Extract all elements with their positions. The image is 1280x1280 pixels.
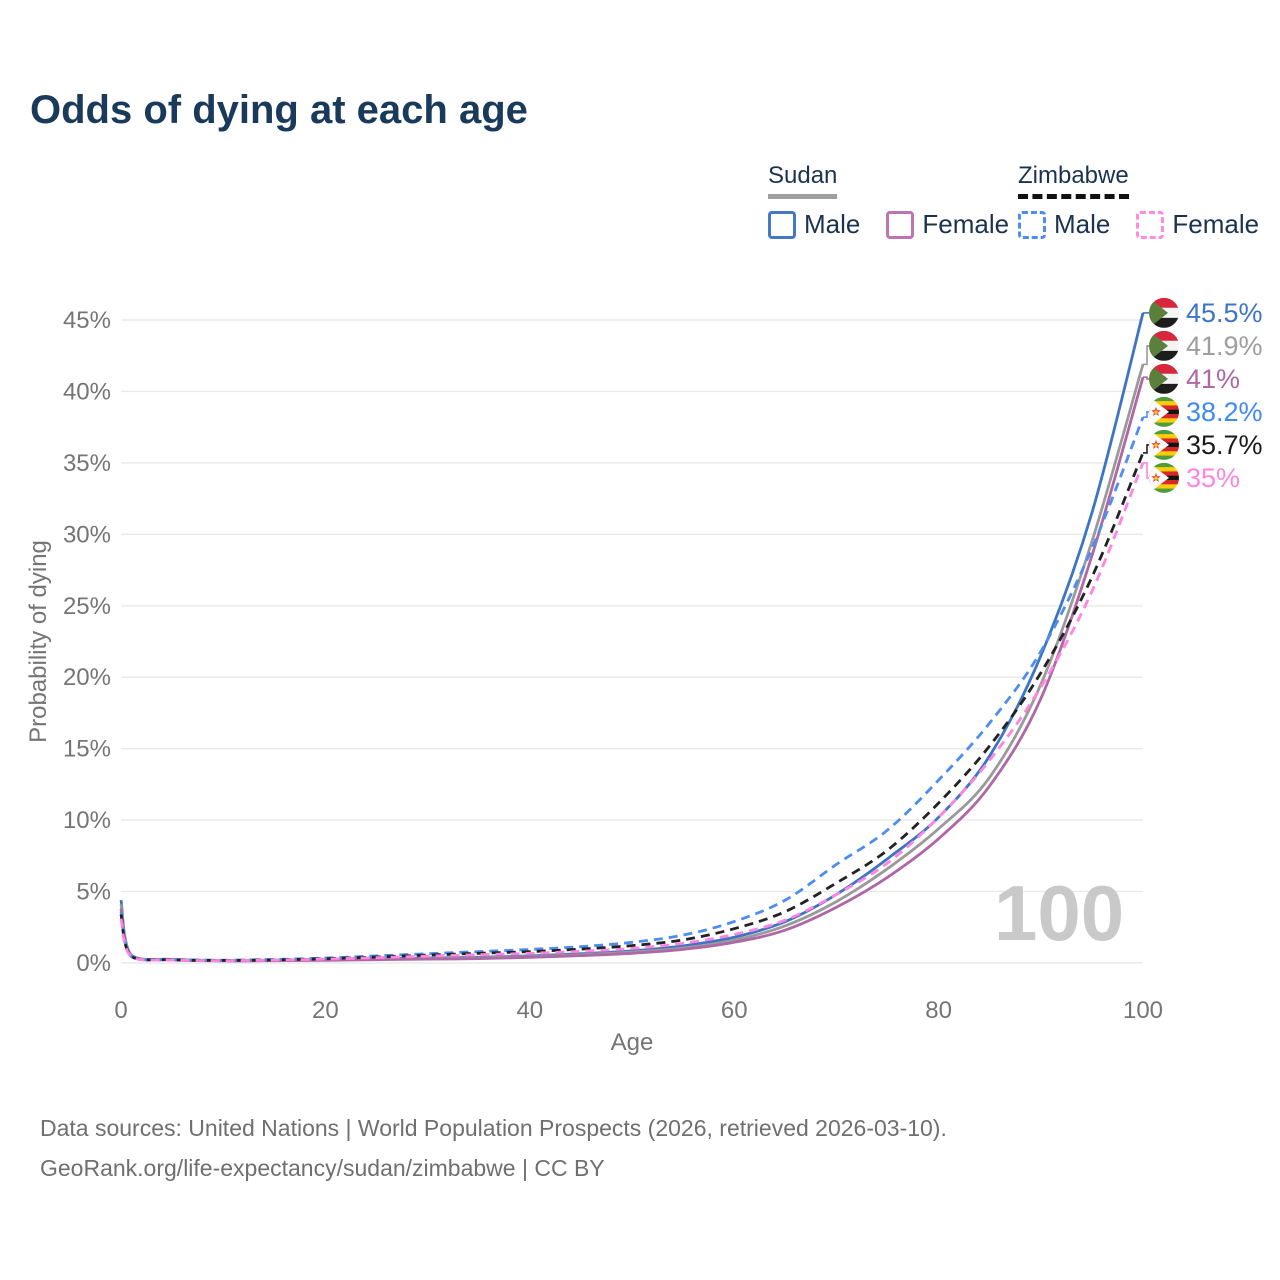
y-axis-title: Probability of dying <box>25 540 52 743</box>
y-tick-label: 30% <box>63 521 111 548</box>
y-tick-label: 5% <box>76 879 111 906</box>
footer: Data sources: United Nations | World Pop… <box>40 1108 947 1188</box>
legend-checkbox-sudan-male[interactable] <box>768 210 796 239</box>
legend-checkbox-zimbabwe-female[interactable] <box>1136 210 1165 239</box>
x-axis-title: Age <box>611 1029 654 1056</box>
series-line-sudan-male <box>119 312 1145 962</box>
legend-country-zimbabwe: Zimbabwe <box>1018 162 1129 199</box>
y-tick-label: 20% <box>63 664 111 691</box>
x-tick-label: 60 <box>721 997 748 1024</box>
end-label-connector <box>1143 411 1150 418</box>
x-tick-label: 0 <box>114 997 127 1024</box>
y-tick-label: 15% <box>63 736 111 763</box>
end-label-sudan-male: 45.5% <box>1186 298 1263 328</box>
series-line-sudan-female <box>119 376 1145 963</box>
series-line-sudan-both-sexes <box>119 363 1145 963</box>
end-label-connector <box>1143 444 1150 454</box>
flag-sudan-icon <box>1149 330 1179 361</box>
age-counter-watermark: 100 <box>994 869 1125 957</box>
y-tick-label: 45% <box>63 307 111 334</box>
end-label-connector <box>1143 462 1150 479</box>
flag-zimbabwe-icon <box>1149 429 1179 460</box>
y-tick-label: 35% <box>63 450 111 477</box>
end-label-zimbabwe-female: 35% <box>1186 463 1240 493</box>
series-line-zimbabwe-female <box>119 462 1145 963</box>
legend-checkbox-zimbabwe-male[interactable] <box>1018 210 1046 239</box>
legend-label-zimbabwe-male: Male <box>1054 209 1111 239</box>
legend-label-sudan-female: Female <box>922 209 1010 239</box>
legend-checkbox-sudan-female[interactable] <box>886 210 915 239</box>
legend-group-zimbabwe: Zimbabwe Male Female <box>1018 162 1280 240</box>
series-line-zimbabwe-both-sexes <box>119 452 1145 962</box>
end-label-sudan-female: 41% <box>1186 364 1240 394</box>
footer-data-sources: Data sources: United Nations | World Pop… <box>40 1115 947 1141</box>
x-tick-label: 40 <box>516 997 543 1024</box>
x-tick-label: 80 <box>925 997 952 1024</box>
flag-zimbabwe-icon <box>1149 396 1179 427</box>
end-label-zimbabwe-both-sexes: 35.7% <box>1186 430 1263 460</box>
legend-row-sudan: Male Female <box>768 209 1035 240</box>
flag-sudan-icon <box>1149 297 1179 328</box>
legend-label-zimbabwe-female: Female <box>1172 209 1260 239</box>
series-line-zimbabwe-male <box>119 416 1145 962</box>
end-label-sudan-both-sexes: 41.9% <box>1186 331 1263 361</box>
legend-label-sudan-male: Male <box>804 209 861 239</box>
end-label-connector <box>1143 345 1150 366</box>
legend-country-sudan: Sudan <box>768 162 838 199</box>
flag-sudan-icon <box>1149 363 1179 394</box>
footer-attribution: GeoRank.org/life-expectancy/sudan/zimbab… <box>40 1155 605 1181</box>
flag-zimbabwe-icon <box>1149 462 1179 493</box>
legend-group-sudan: Sudan Male Female <box>768 162 1035 240</box>
legend-row-zimbabwe: Male Female <box>1018 209 1280 240</box>
y-tick-label: 25% <box>63 593 111 620</box>
x-tick-label: 100 <box>1123 997 1163 1024</box>
end-label-connector <box>1143 376 1150 380</box>
line-chart-canvas: 0% 5% 10% 15% 20% 25% 30% 35% 40% 45% 0 20 40 60 80 100… <box>25 297 1263 1056</box>
end-label-zimbabwe-male: 38.2% <box>1186 397 1263 427</box>
x-tick-label: 20 <box>312 997 339 1024</box>
y-tick-label: 0% <box>76 950 111 977</box>
y-tick-label: 40% <box>63 378 111 405</box>
y-tick-label: 10% <box>63 807 111 834</box>
page-title: Odds of dying at each age <box>30 88 528 132</box>
